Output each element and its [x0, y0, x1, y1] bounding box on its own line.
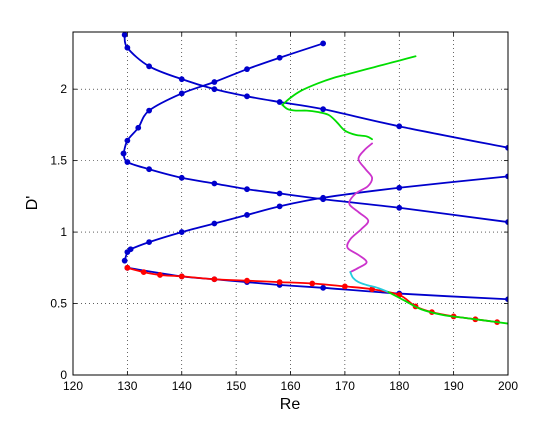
- x-tick-label: 130: [117, 379, 137, 393]
- x-tick-label: 160: [280, 379, 300, 393]
- data-point: [396, 184, 403, 191]
- x-tick-label: 120: [63, 379, 83, 393]
- x-tick-label: 170: [335, 379, 355, 393]
- series-line: [387, 291, 508, 325]
- data-point: [211, 180, 218, 187]
- series-line: [349, 271, 390, 294]
- data-point: [211, 86, 218, 93]
- data-point: [396, 123, 403, 130]
- data-point: [244, 212, 250, 218]
- data-point: [124, 44, 131, 51]
- data-point: [211, 276, 218, 283]
- series-line: [346, 142, 373, 273]
- data-point: [505, 144, 508, 151]
- x-axis-title: Re: [280, 396, 301, 413]
- data-point: [146, 166, 153, 173]
- data-point: [211, 220, 218, 227]
- data-point: [276, 279, 283, 286]
- data-point: [124, 264, 131, 271]
- x-tick-label: 150: [226, 379, 246, 393]
- series-line: [122, 152, 508, 223]
- series-green-6: [281, 55, 417, 106]
- series-blue-3: [120, 40, 327, 157]
- x-tick-label: 190: [444, 379, 464, 393]
- data-point: [178, 229, 185, 235]
- x-tick-label: 180: [389, 379, 409, 393]
- data-point: [121, 257, 128, 264]
- data-point: [320, 40, 327, 47]
- data-point: [124, 137, 131, 144]
- x-tick-label: 200: [498, 379, 518, 393]
- data-point: [320, 284, 327, 291]
- series-line: [281, 55, 417, 106]
- data-point: [396, 204, 403, 211]
- data-point: [121, 32, 128, 38]
- data-point: [276, 190, 283, 197]
- data-point: [127, 246, 134, 253]
- data-point: [276, 99, 283, 105]
- y-tick-label: 2: [60, 82, 67, 96]
- data-point: [140, 269, 147, 276]
- series-blue-0: [121, 173, 508, 264]
- data-point: [276, 203, 283, 210]
- ticks: 120 130 140 150 160 170 180 190 200 0 0.5 1 1.5 2: [50, 32, 518, 393]
- data-point: [320, 196, 327, 203]
- series-layer: [120, 32, 508, 326]
- y-axis-title: D': [24, 196, 41, 211]
- data-point: [244, 186, 250, 193]
- data-point: [505, 173, 508, 180]
- series-blue-2: [120, 150, 508, 225]
- data-point: [505, 296, 508, 303]
- series-magenta-8: [346, 142, 373, 273]
- series-line: [281, 103, 373, 141]
- x-tick-label: 140: [172, 379, 192, 393]
- data-point: [146, 239, 153, 245]
- grid: [73, 32, 508, 375]
- data-point: [146, 63, 153, 70]
- data-point: [276, 54, 283, 61]
- data-point: [120, 150, 127, 157]
- series-blue-4: [121, 32, 508, 151]
- data-point: [341, 283, 348, 290]
- data-point: [244, 66, 250, 73]
- data-point: [309, 280, 316, 287]
- series-green-7: [281, 103, 373, 141]
- data-point: [505, 219, 508, 225]
- data-point: [146, 107, 153, 114]
- data-point: [178, 76, 185, 83]
- data-point: [211, 79, 218, 85]
- data-point: [244, 93, 250, 100]
- data-point: [157, 272, 163, 278]
- data-point: [178, 174, 185, 181]
- y-tick-label: 1.5: [50, 154, 67, 168]
- series-green-10: [387, 291, 508, 325]
- data-point: [244, 277, 250, 284]
- y-tick-label: 0.5: [50, 297, 67, 311]
- series-line: [123, 33, 508, 149]
- data-point: [178, 90, 185, 97]
- data-point: [178, 273, 185, 280]
- y-tick-label: 0: [60, 368, 67, 382]
- data-point: [320, 106, 327, 113]
- series-cyan-9: [349, 271, 390, 294]
- data-point: [124, 159, 131, 165]
- y-tick-label: 1: [60, 225, 67, 239]
- data-point: [135, 124, 142, 131]
